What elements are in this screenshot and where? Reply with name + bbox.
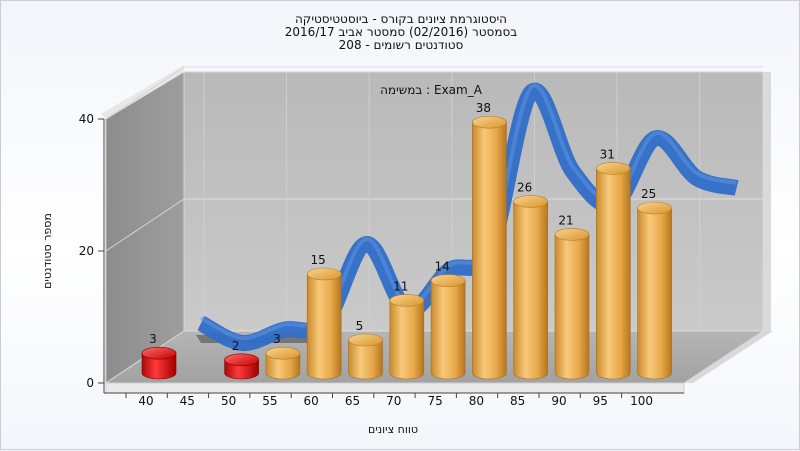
histogram-bar bbox=[430, 274, 466, 380]
gridline-left bbox=[105, 66, 185, 120]
bar-top bbox=[595, 162, 631, 175]
y-tick-label: 0 bbox=[86, 376, 94, 390]
x-tick-label: 90 bbox=[551, 394, 566, 408]
x-tick-label: 55 bbox=[262, 394, 277, 408]
x-tick-label: 75 bbox=[427, 394, 442, 408]
bar-top bbox=[224, 353, 259, 367]
histogram-bar bbox=[554, 228, 590, 380]
chart-subtitle-students: סטודנטים רשומים - 208 bbox=[338, 38, 464, 52]
chart-subtitle: בסמסטר (02/2016) סמסטר אביב 2016/17 bbox=[284, 25, 518, 39]
bar-body bbox=[265, 352, 301, 380]
bar-value-label: 15 bbox=[311, 253, 326, 267]
histogram-bar bbox=[141, 346, 177, 380]
histogram-bar bbox=[306, 267, 342, 380]
x-tick-label: 45 bbox=[180, 394, 195, 408]
floor-right-edge bbox=[684, 331, 773, 383]
histogram-bar bbox=[348, 333, 383, 380]
bar-body bbox=[430, 280, 466, 380]
bar-body bbox=[513, 201, 548, 380]
histogram-bar bbox=[265, 346, 301, 380]
x-tick-label: 70 bbox=[386, 394, 401, 408]
bar-value-label: 11 bbox=[393, 279, 408, 293]
bar-body bbox=[306, 273, 342, 380]
bar-value-label: 3 bbox=[149, 332, 157, 346]
y-axis-title: מספר סטודנטים bbox=[41, 213, 54, 289]
x-tick-label: 85 bbox=[510, 394, 525, 408]
bar-body bbox=[348, 339, 383, 380]
x-tick-label: 40 bbox=[138, 394, 153, 408]
histogram-bar bbox=[224, 353, 259, 380]
x-tick-label: 100 bbox=[630, 394, 653, 408]
x-tick-label: 65 bbox=[345, 394, 360, 408]
wall-right-edge bbox=[763, 72, 771, 331]
gridline-left bbox=[105, 198, 185, 252]
histogram-bar bbox=[389, 294, 425, 380]
bar-value-label: 2 bbox=[232, 339, 240, 353]
legend-label: במשימה : Exam_A bbox=[380, 83, 483, 97]
bar-top bbox=[141, 346, 177, 360]
bar-body bbox=[637, 207, 672, 380]
chart-titles: היסטוגרמת ציונים בקורס - ביוסטטיסטיקה בס… bbox=[1, 13, 800, 52]
bar-body bbox=[389, 300, 425, 380]
y-tick-label: 20 bbox=[79, 244, 94, 258]
x-tick-label: 95 bbox=[593, 394, 608, 408]
bar-value-label: 3 bbox=[273, 332, 281, 346]
bar-value-label: 21 bbox=[558, 213, 573, 227]
x-tick-label: 60 bbox=[304, 394, 319, 408]
bar-value-label: 31 bbox=[600, 147, 615, 161]
bar-top bbox=[306, 267, 342, 281]
bar-body bbox=[472, 121, 507, 380]
left-wall bbox=[105, 71, 185, 384]
x-tick-label: 80 bbox=[469, 394, 484, 408]
floor-front-edge bbox=[105, 382, 685, 394]
bars bbox=[141, 115, 672, 380]
bar-value-label: 14 bbox=[434, 260, 449, 274]
x-tick-label: 50 bbox=[221, 394, 236, 408]
bar-top bbox=[389, 294, 425, 307]
wall-top-edge bbox=[101, 65, 184, 119]
histogram-bar bbox=[637, 201, 672, 380]
bar-top bbox=[472, 115, 507, 129]
y-tick-label: 40 bbox=[79, 112, 94, 126]
bar-top bbox=[637, 201, 672, 215]
bar-top bbox=[513, 195, 549, 208]
bar-value-label: 38 bbox=[476, 101, 491, 115]
bar-value-label: 25 bbox=[641, 187, 656, 201]
value-labels: 3 2 3 15 5 11 14 38 26 21 31 25 bbox=[149, 101, 656, 353]
bar-value-label: 5 bbox=[356, 319, 364, 333]
bar-value-label: 26 bbox=[517, 180, 532, 194]
histogram-bar bbox=[472, 115, 507, 380]
x-axis-title: טווח ציונים bbox=[368, 423, 418, 436]
axes: 0 20 40 40 45 50 55 60 65 70 75 80 85 90 95 100 bbox=[79, 112, 684, 408]
bar-body bbox=[596, 168, 631, 380]
histogram-bar bbox=[513, 195, 549, 380]
bar-top bbox=[554, 228, 590, 241]
chart-title: היסטוגרמת ציונים בקורס - ביוסטטיסטיקה bbox=[294, 12, 508, 26]
histogram-bar bbox=[595, 162, 631, 380]
bar-top bbox=[430, 274, 466, 287]
bar-top bbox=[265, 346, 301, 360]
bar-top bbox=[348, 333, 383, 347]
bar-body bbox=[141, 352, 177, 380]
bar-body bbox=[554, 234, 590, 380]
